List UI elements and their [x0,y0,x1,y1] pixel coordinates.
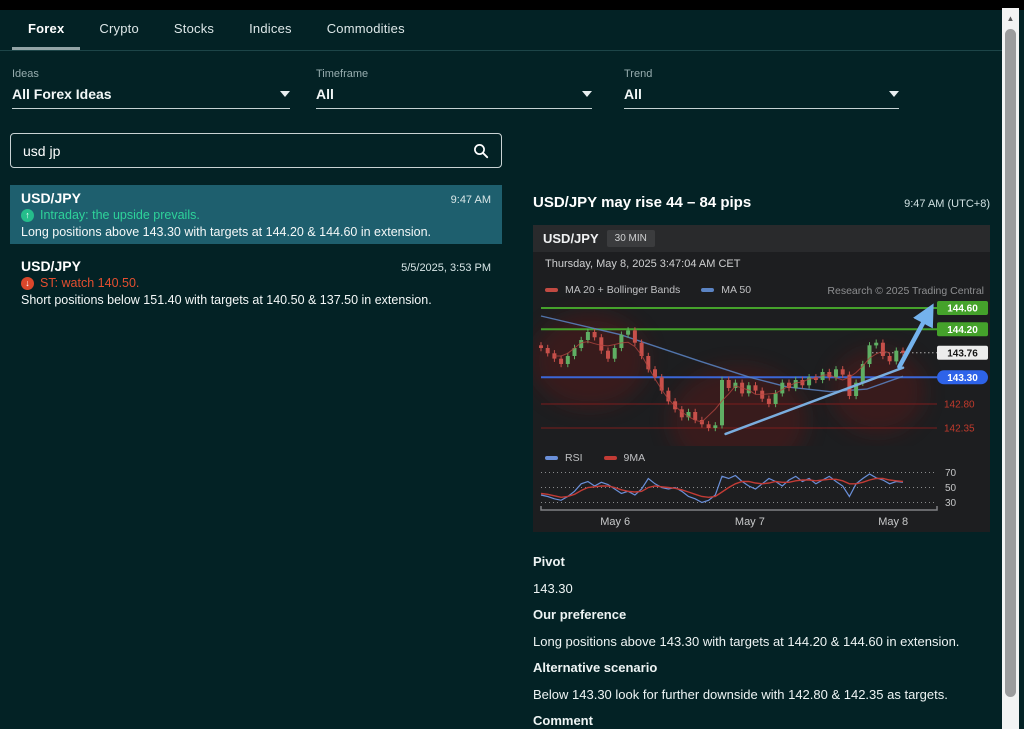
ideas-value: All Forex Ideas [12,86,112,102]
chart-card-header: USD/JPY 30 MIN [533,225,990,252]
tab-forex[interactable]: Forex [12,10,81,50]
section-body: 143.30 [533,580,573,596]
trend-value: All [624,86,642,102]
idea-list-item[interactable]: USD/JPY 5/5/2025, 3:53 PM ↓ ST: watch 14… [10,253,502,317]
ma20-legend-swatch [545,288,558,292]
svg-text:May 7: May 7 [735,516,765,528]
section-body: Below 143.30 look for further downside w… [533,686,948,702]
idea-list-item[interactable]: USD/JPY 9:47 AM ↑ Intraday: the upside p… [10,185,502,244]
top-black-bar [0,0,1024,10]
analysis-sections: Pivot 143.30 Our preference Long positio… [533,549,995,729]
timeframe-dropdown[interactable]: Timeframe All [316,68,592,114]
chevron-down-icon [280,91,290,97]
section-heading: Our preference [533,607,627,622]
section-body: Long positions above 143.30 with targets… [533,633,960,649]
trend-label: Trend [624,68,653,80]
svg-text:70: 70 [945,468,957,479]
rsi-chart: 70 50 30 May 6 May 7 May 8 [540,468,957,528]
rsi-legend-label: RSI [565,452,583,464]
section-heading: Pivot [533,554,565,569]
idea-time: 5/5/2025, 3:53 PM [401,262,491,274]
detail-title: USD/JPY may rise 44 – 84 pips [533,194,752,211]
svg-text:144.60: 144.60 [947,304,978,315]
research-copyright: Research © 2025 Trading Central [827,285,984,297]
chevron-down-icon [889,91,899,97]
tab-indices[interactable]: Indices [249,21,292,36]
timeframe-label: Timeframe [316,68,369,80]
idea-headline: Intraday: the upside prevails. [40,208,200,222]
tab-stocks[interactable]: Stocks [173,21,215,36]
svg-text:May 6: May 6 [600,516,630,528]
svg-text:143.76: 143.76 [947,348,978,359]
scrollbar-thumb[interactable] [1005,29,1016,697]
idea-headline: ST: watch 140.50. [40,276,140,290]
chevron-down-icon [582,91,592,97]
arrow-down-circle-icon: ↓ [21,276,34,290]
price-chart-legend: MA 20 + Bollinger Bands MA 50 [545,284,751,296]
ma50-legend-label: MA 50 [721,284,752,296]
price-chart-panel: MA 20 + Bollinger Bands MA 50 Research ©… [533,276,990,446]
svg-text:50: 50 [945,483,957,494]
scrollbar[interactable]: ▲ [1002,8,1019,729]
rsi-ma-legend-label: 9MA [623,452,646,464]
idea-time: 9:47 AM [450,194,491,206]
price-chart: 144.60 144.20 143.76 143.30 142.80 142.35 [533,301,988,446]
scroll-up-icon[interactable]: ▲ [1006,13,1015,23]
tab-commodities[interactable]: Commodities [326,21,405,36]
search-icon[interactable] [473,143,489,159]
rsi-panel: RSI 9MA 70 50 30 May 6 May 7 May 8 [533,446,990,532]
ma20-legend-label: MA 20 + Bollinger Bands [565,284,681,296]
ma50-legend-swatch [701,288,715,292]
section-heading: Alternative scenario [533,660,658,675]
category-tabs: Forex Crypto Stocks Indices Commodities [0,10,1002,51]
svg-text:143.30: 143.30 [947,373,978,384]
rsi-ma-legend-swatch [603,456,617,460]
timeframe-value: All [316,86,334,102]
detail-header: USD/JPY may rise 44 – 84 pips 9:47 AM (U… [533,194,990,211]
chart-card: USD/JPY 30 MIN Thursday, May 8, 2025 3:4… [533,225,990,532]
idea-summary: Short positions below 151.40 with target… [21,293,432,307]
search-input[interactable] [23,142,473,159]
rsi-legend: RSI 9MA [545,452,645,464]
idea-symbol: USD/JPY [21,190,81,206]
section-heading: Comment [533,713,593,728]
trend-dropdown[interactable]: Trend All [624,68,899,114]
detail-time: 9:47 AM (UTC+8) [904,198,990,210]
svg-text:144.20: 144.20 [947,325,978,336]
search-box[interactable] [10,133,502,168]
idea-summary: Long positions above 143.30 with targets… [21,225,432,239]
rsi-legend-swatch [545,456,558,460]
interval-badge: 30 MIN [606,230,655,247]
chart-symbol: USD/JPY [543,231,599,246]
ideas-dropdown[interactable]: Ideas All Forex Ideas [12,68,290,114]
idea-symbol: USD/JPY [21,258,81,274]
ideas-label: Ideas [12,68,39,80]
svg-text:142.80: 142.80 [944,400,975,411]
tab-crypto[interactable]: Crypto [99,21,139,36]
svg-text:30: 30 [945,498,957,509]
arrow-up-circle-icon: ↑ [21,208,34,222]
svg-text:May 8: May 8 [878,516,908,528]
chart-timestamp: Thursday, May 8, 2025 3:47:04 AM CET [545,258,741,270]
svg-text:142.35: 142.35 [944,424,975,435]
